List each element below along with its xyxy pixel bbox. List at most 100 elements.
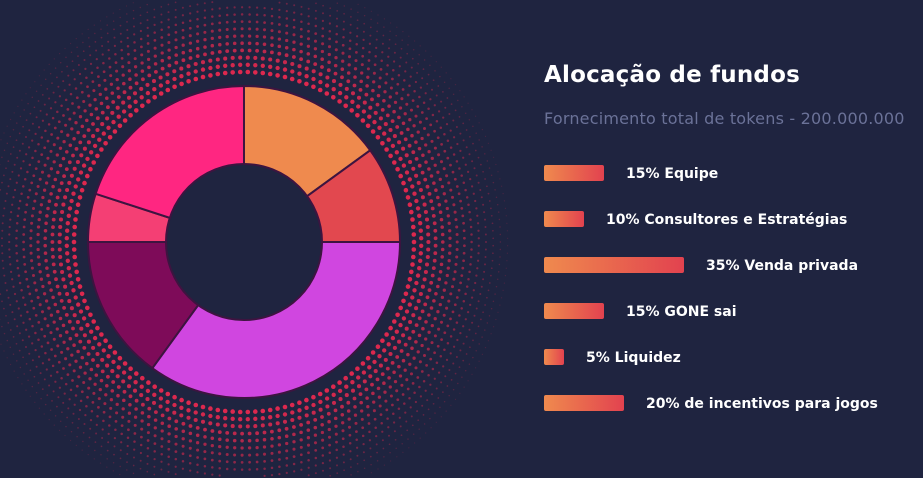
halo-dot — [291, 55, 296, 59]
halo-dot — [119, 473, 121, 476]
halo-dot — [245, 424, 250, 429]
halo-dot — [297, 71, 302, 76]
halo-dot — [426, 239, 431, 245]
halo-dot — [373, 369, 378, 374]
halo-dot — [97, 397, 101, 401]
halo-dot — [240, 41, 244, 45]
halo-dot — [382, 348, 387, 353]
halo-dot — [70, 353, 74, 357]
halo-dot — [452, 119, 455, 122]
halo-dot — [105, 374, 110, 379]
halo-dot — [414, 442, 416, 444]
halo-dot — [203, 30, 207, 34]
halo-dot — [449, 146, 453, 149]
halo-dot — [406, 429, 409, 432]
halo-dot — [424, 92, 427, 95]
halo-dot — [113, 28, 115, 31]
halo-dot — [366, 75, 370, 79]
halo-dot — [270, 444, 274, 448]
halo-dot — [401, 333, 406, 338]
halo-dot — [9, 178, 12, 181]
halo-dot — [15, 251, 18, 255]
halo-dot — [451, 170, 455, 174]
halo-dot — [324, 388, 330, 393]
halo-dot — [3, 332, 6, 335]
halo-dot — [115, 411, 119, 415]
halo-dot — [225, 27, 229, 32]
donut-slice — [150, 241, 402, 399]
halo-dot — [40, 397, 42, 400]
halo-dot — [113, 36, 116, 39]
halo-dot — [440, 255, 444, 259]
halo-dot — [415, 273, 421, 278]
halo-dot — [399, 425, 402, 428]
halo-dot — [245, 409, 251, 415]
halo-dot — [113, 436, 117, 440]
halo-dot — [218, 7, 221, 10]
halo-dot — [94, 32, 96, 35]
halo-dot — [68, 363, 72, 367]
halo-dot — [430, 139, 434, 143]
halo-dot — [477, 300, 480, 303]
halo-dot — [54, 415, 57, 417]
halo-dot — [300, 460, 303, 464]
halo-dot — [108, 424, 111, 427]
halo-dot — [490, 149, 492, 151]
halo-dot — [62, 367, 65, 370]
halo-dot — [85, 404, 88, 408]
halo-dot — [23, 218, 27, 221]
halo-dot — [412, 124, 416, 128]
halo-dot — [52, 390, 55, 393]
halo-dot — [253, 424, 258, 429]
halo-dot — [453, 177, 457, 181]
halo-dot — [336, 464, 338, 467]
halo-dot — [122, 118, 128, 123]
halo-dot — [324, 91, 330, 96]
halo-dot — [289, 402, 295, 408]
halo-dot — [57, 232, 62, 237]
halo-dot — [357, 470, 359, 473]
halo-dot — [429, 357, 433, 361]
halo-dot — [456, 338, 459, 342]
halo-dot — [439, 217, 444, 222]
halo-dot — [434, 188, 438, 192]
halo-dot — [455, 296, 459, 299]
halo-dot — [473, 167, 476, 170]
halo-dot — [456, 142, 459, 146]
halo-dot — [86, 352, 91, 356]
halo-dot — [275, 421, 280, 426]
halo-dot — [58, 217, 64, 222]
halo-dot — [363, 22, 366, 25]
halo-dot — [62, 114, 65, 117]
halo-dot — [377, 85, 382, 89]
halo-dot — [233, 13, 236, 16]
halo-dot — [181, 14, 185, 17]
halo-dot — [414, 400, 418, 404]
halo-dot — [460, 174, 463, 177]
halo-dot — [260, 423, 265, 428]
halo-dot — [496, 278, 499, 281]
halo-dot — [484, 256, 487, 258]
halo-dot — [284, 426, 289, 431]
legend-label: 10% Consultores e Estratégias — [606, 212, 848, 228]
halo-dot — [379, 413, 383, 416]
halo-dot — [318, 79, 323, 85]
halo-dot — [38, 177, 42, 181]
halo-dot — [119, 449, 122, 452]
halo-dot — [140, 69, 145, 73]
halo-dot — [326, 411, 331, 416]
halo-dot — [450, 195, 455, 199]
halo-dot — [167, 40, 171, 45]
halo-dot — [35, 365, 38, 368]
halo-dot — [82, 298, 87, 304]
halo-dot — [106, 24, 108, 26]
halo-dot — [381, 51, 384, 54]
halo-dot — [481, 336, 483, 338]
halo-dot — [112, 12, 114, 14]
halo-dot — [490, 307, 493, 310]
halo-dot — [96, 66, 99, 70]
halo-dot — [36, 255, 41, 259]
halo-dot — [233, 6, 236, 9]
halo-dot — [375, 46, 378, 50]
halo-dot — [37, 217, 41, 222]
